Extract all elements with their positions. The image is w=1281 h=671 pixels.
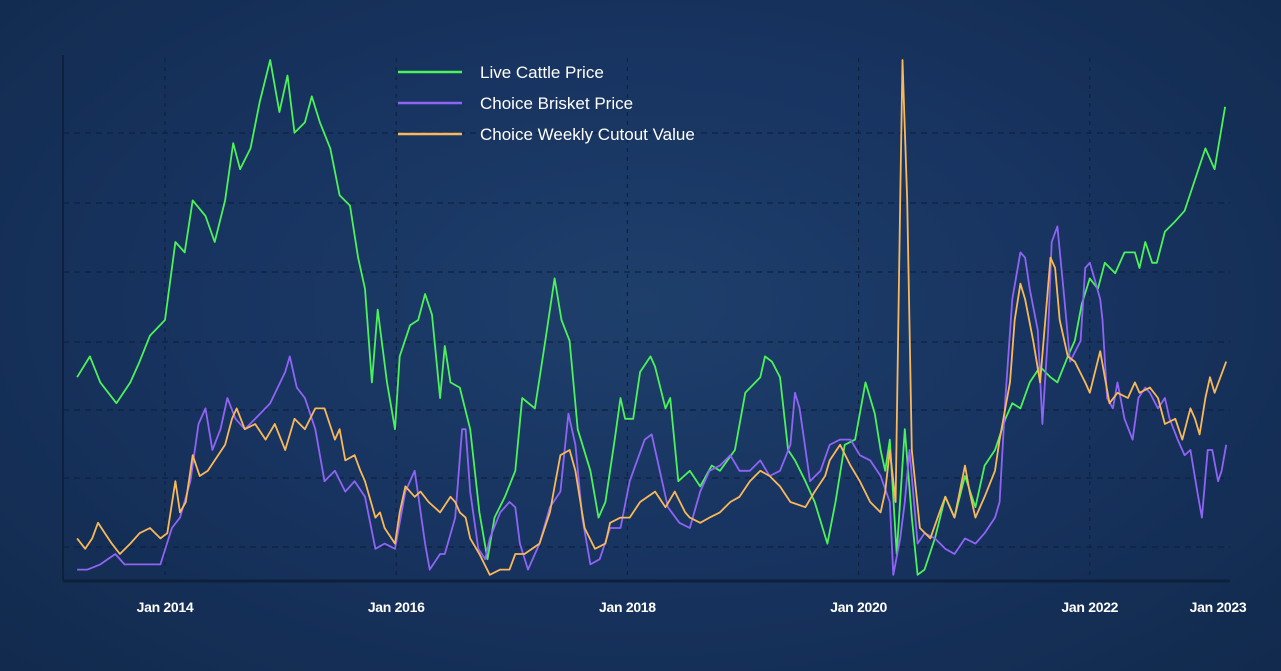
x-tick-label: Jan 2018 — [599, 599, 656, 615]
x-axis-ticks: Jan 2014 Jan 2016 Jan 2018 Jan 2020 Jan 2022… — [137, 599, 1248, 615]
legend-label: Choice Weekly Cutout Value — [480, 125, 695, 144]
series-line-2 — [76, 59, 1228, 576]
legend: Live Cattle Price Choice Brisket Price Cho… — [398, 63, 695, 144]
legend-label: Live Cattle Price — [480, 63, 604, 82]
series-lines — [76, 59, 1228, 576]
x-tick-label: Jan 2016 — [368, 599, 425, 615]
x-tick-label: Jan 2023 — [1190, 599, 1247, 615]
x-tick-label: Jan 2014 — [137, 599, 194, 615]
series-line-0 — [76, 59, 1226, 576]
series-line-1 — [77, 225, 1228, 576]
x-tick-label: Jan 2020 — [830, 599, 887, 615]
x-tick-label: Jan 2022 — [1061, 599, 1118, 615]
grid — [63, 58, 1230, 580]
legend-label: Choice Brisket Price — [480, 94, 633, 113]
